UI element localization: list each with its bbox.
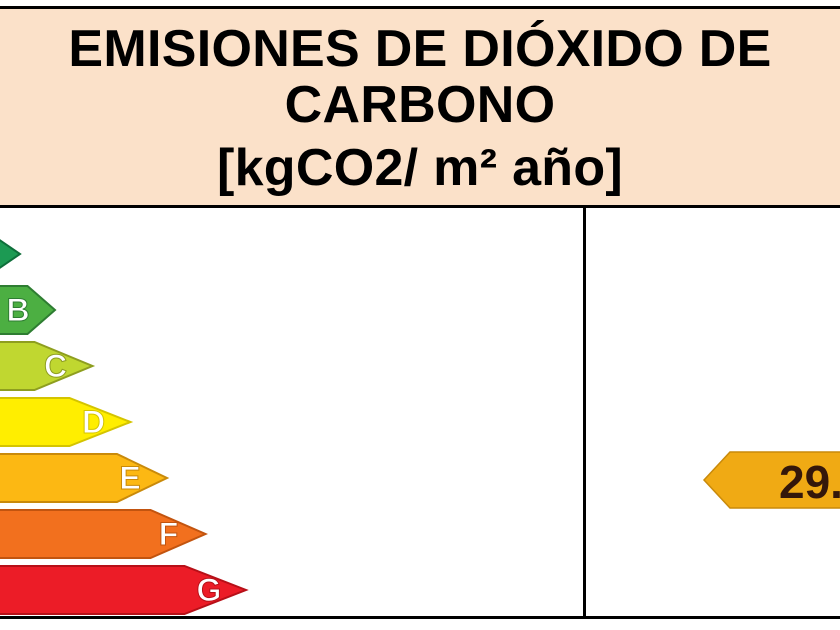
svg-text:D: D	[82, 404, 105, 440]
svg-text:C: C	[44, 348, 67, 384]
svg-text:B: B	[6, 292, 29, 328]
svg-text:F: F	[159, 516, 179, 552]
svg-text:E: E	[119, 460, 140, 496]
svg-text:29.7: 29.7	[779, 456, 840, 508]
svg-text:G: G	[197, 572, 222, 608]
